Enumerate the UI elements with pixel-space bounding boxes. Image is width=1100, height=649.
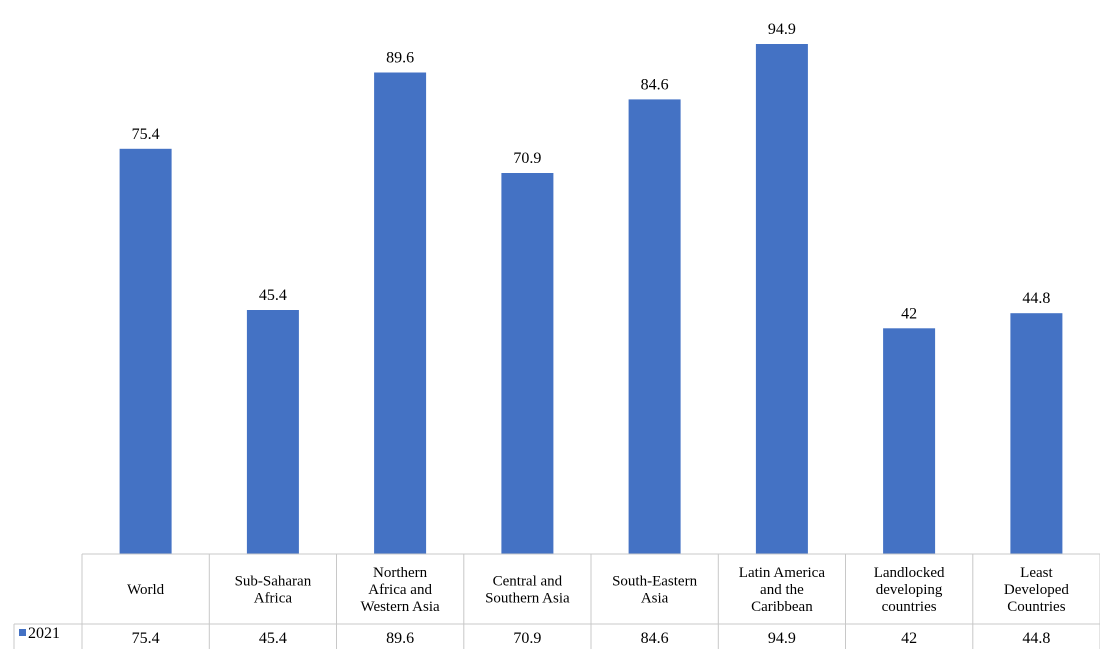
table-value-landlocked-developing-countries: 42 [901, 630, 917, 647]
category-label-landlocked-developing-countries: Landlocked developing countries [874, 565, 945, 615]
category-label-sub-saharan-africa: Sub-Saharan Africa [235, 574, 312, 607]
data-table-legend: 2021 [19, 625, 60, 642]
bar-value-labels: 75.4 45.4 89.6 70.9 84.6 94.9 42 44.8 [132, 21, 1051, 322]
bar-value-label-central-and-southern-asia: 70.9 [513, 150, 541, 167]
bar-central-and-southern-asia [501, 173, 554, 554]
category-label-central-and-southern-asia: Central and Southern Asia [485, 574, 570, 607]
legend-label-2021: 2021 [28, 625, 60, 642]
bar-sub-saharan-africa [246, 310, 299, 554]
table-value-world: 75.4 [132, 630, 160, 647]
bar-value-label-sub-saharan-africa: 45.4 [259, 287, 287, 304]
bar-world [119, 148, 172, 555]
data-table-grid [13, 553, 1100, 649]
bar-landlocked-developing-countries [883, 328, 936, 554]
bar-least-developed-countries [1010, 313, 1063, 554]
table-value-south-eastern-asia: 84.6 [641, 630, 669, 647]
bar-value-label-landlocked-developing-countries: 42 [901, 305, 917, 322]
bar-value-label-latin-america-and-the-caribbean: 94.9 [768, 21, 796, 38]
data-table-category-labels: World Sub-Saharan Africa Northern Africa and… [127, 565, 1069, 615]
bar-value-label-least-developed-countries: 44.8 [1022, 290, 1050, 307]
bar-south-eastern-asia [628, 99, 681, 555]
table-value-sub-saharan-africa: 45.4 [259, 630, 287, 647]
category-label-south-eastern-asia: South-Eastern Asia [612, 574, 697, 607]
bar-value-label-world: 75.4 [132, 126, 160, 143]
table-value-northern-africa-and-western-asia: 89.6 [386, 630, 414, 647]
bar-value-label-south-eastern-asia: 84.6 [641, 76, 669, 93]
bar-latin-america-and-the-caribbean [755, 44, 808, 554]
category-label-world: World [127, 582, 165, 598]
legend-swatch [19, 629, 26, 636]
category-label-least-developed-countries: Least Developed Countries [1004, 565, 1069, 615]
bars-group [119, 44, 1063, 555]
table-value-least-developed-countries: 44.8 [1022, 630, 1050, 647]
table-value-central-and-southern-asia: 70.9 [513, 630, 541, 647]
table-value-latin-america-and-the-caribbean: 94.9 [768, 630, 796, 647]
bar-value-label-northern-africa-and-western-asia: 89.6 [386, 50, 414, 67]
category-label-northern-africa-and-western-asia: Northern Africa and Western Asia [360, 565, 440, 615]
data-table-values: 75.4 45.4 89.6 70.9 84.6 94.9 42 44.8 [132, 630, 1051, 647]
bar-northern-africa-and-western-asia [374, 72, 427, 554]
category-label-latin-america-and-the-caribbean: Latin America and the Caribbean [739, 565, 826, 615]
